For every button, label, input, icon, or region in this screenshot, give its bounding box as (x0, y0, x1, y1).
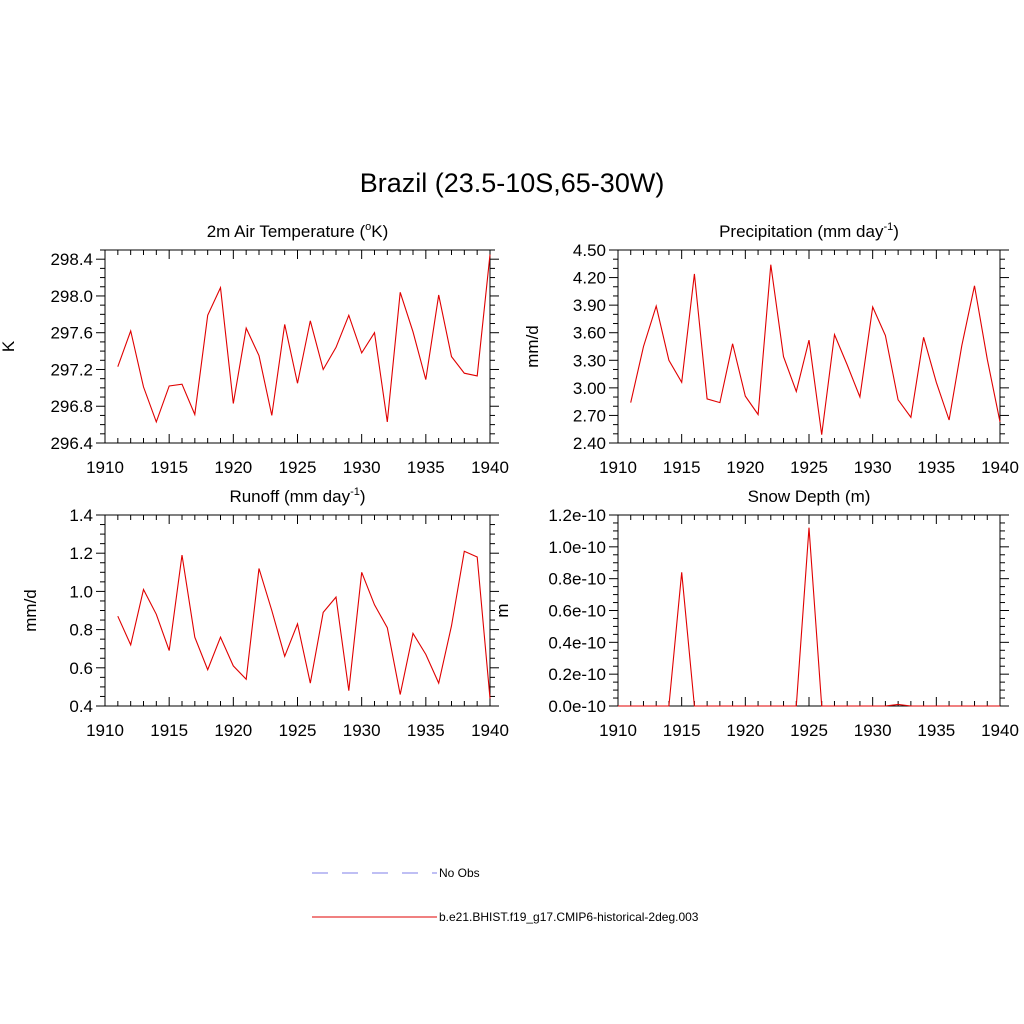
panel-3-x-tick-label: 1920 (214, 721, 252, 740)
panel-1-y-tick-label: 296.4 (50, 434, 93, 453)
panel-1-y-tick-label: 296.8 (50, 397, 93, 416)
legend-line-model (312, 916, 437, 918)
panel-2-x-tick-label: 1910 (599, 458, 637, 477)
panel-1-x-tick-label: 1930 (343, 458, 381, 477)
panel-2-y-tick-label: 3.90 (573, 296, 606, 315)
panel-1-y-axis-label: K (0, 340, 18, 352)
panel-3-x-tick-label: 1910 (86, 721, 124, 740)
panel-3-x-tick-label: 1925 (279, 721, 317, 740)
panel-3-x-tick-label: 1940 (471, 721, 509, 740)
panel-4-y-tick-label: 0.0e-10 (548, 697, 606, 716)
panel-3-y-axis-label: mm/d (21, 589, 40, 632)
panel-2-title: Precipitation (mm day-1) (719, 221, 899, 241)
panel-1-series-line (117, 254, 491, 424)
panel-4-title: Snow Depth (m) (748, 487, 871, 506)
panel-4-x-tick-label: 1910 (599, 721, 637, 740)
legend-label-model: b.e21.BHIST.f19_g17.CMIP6-historical-2de… (439, 910, 699, 924)
panel-2-frame (617, 249, 1001, 444)
panel-2-y-axis-label: mm/d (523, 325, 542, 368)
panel-4-x-tick-label: 1940 (981, 721, 1019, 740)
panel-1-x-tick-label: 1910 (86, 458, 124, 477)
panel-1-x-tick-label: 1920 (214, 458, 252, 477)
panel-4-y-tick-label: 0.4e-10 (548, 633, 606, 652)
panel-2-y-tick-label: 4.20 (573, 269, 606, 288)
panel-1-x-tick-label: 1935 (407, 458, 445, 477)
panel-4-y-tick-label: 1.0e-10 (548, 538, 606, 557)
panel-1-y-tick-label: 298.0 (50, 287, 93, 306)
panel-3-y-tick-label: 0.6 (69, 659, 93, 678)
panel-2-y-tick-label: 3.60 (573, 324, 606, 343)
panel-4-y-tick-label: 0.8e-10 (548, 570, 606, 589)
figure-title: Brazil (23.5-10S,65-30W) (359, 168, 665, 198)
panel-3-y-tick-label: 1.4 (69, 506, 93, 525)
panel-2-x-tick-label: 1920 (726, 458, 764, 477)
panel-2-x-tick-label: 1940 (981, 458, 1019, 477)
panel-4-y-tick-label: 0.6e-10 (548, 602, 606, 621)
panel-4-y-tick-label: 0.2e-10 (548, 665, 606, 684)
panel-4-x-tick-label: 1930 (854, 721, 892, 740)
panel-2-x-tick-label: 1925 (790, 458, 828, 477)
panel-3-y-tick-label: 1.0 (69, 582, 93, 601)
panel-4-x-tick-label: 1920 (726, 721, 764, 740)
panel-3-y-tick-label: 1.2 (69, 544, 93, 563)
panel-1-y-tick-label: 297.6 (50, 324, 93, 343)
panel-2-y-tick-label: 3.00 (573, 379, 606, 398)
panel-4-y-tick-label: 1.2e-10 (548, 506, 606, 525)
panel-2-y-tick-label: 2.70 (573, 406, 606, 425)
panel-3-y-tick-label: 0.8 (69, 621, 93, 640)
panel-4-x-tick-label: 1925 (790, 721, 828, 740)
panel-1-x-tick-label: 1940 (471, 458, 509, 477)
panel-3-x-tick-label: 1915 (150, 721, 188, 740)
panel-3-x-tick-label: 1935 (407, 721, 445, 740)
panel-1-frame (104, 249, 491, 444)
panel-4-x-tick-label: 1915 (663, 721, 701, 740)
legend-label-no-obs: No Obs (439, 866, 480, 880)
panel-2-x-tick-label: 1935 (917, 458, 955, 477)
panel-4-series-line (618, 527, 1000, 707)
panel-2-x-tick-label: 1930 (854, 458, 892, 477)
panel-3-series-line (117, 550, 491, 699)
panel-4-y-axis-label: m (493, 603, 512, 617)
panel-1-y-tick-label: 298.4 (50, 250, 93, 269)
panel-4-x-tick-label: 1935 (917, 721, 955, 740)
panel-1-title: 2m Air Temperature (oK) (207, 221, 389, 241)
legend-line-no-obs (312, 872, 437, 874)
panel-2-y-tick-label: 2.40 (573, 434, 606, 453)
panel-2-y-tick-label: 4.50 (573, 241, 606, 260)
panel-1-y-tick-label: 297.2 (50, 360, 93, 379)
panel-3-x-tick-label: 1930 (343, 721, 381, 740)
panel-2-series-line (630, 264, 1001, 435)
panel-2-y-tick-label: 3.30 (573, 351, 606, 370)
panel-2-x-tick-label: 1915 (663, 458, 701, 477)
panel-3-y-tick-label: 0.4 (69, 697, 93, 716)
panel-4-frame (617, 514, 1001, 707)
panel-1-x-tick-label: 1915 (150, 458, 188, 477)
panel-1-x-tick-label: 1925 (279, 458, 317, 477)
panel-3-frame (104, 514, 491, 707)
panel-3-title: Runoff (mm day-1) (229, 486, 365, 506)
